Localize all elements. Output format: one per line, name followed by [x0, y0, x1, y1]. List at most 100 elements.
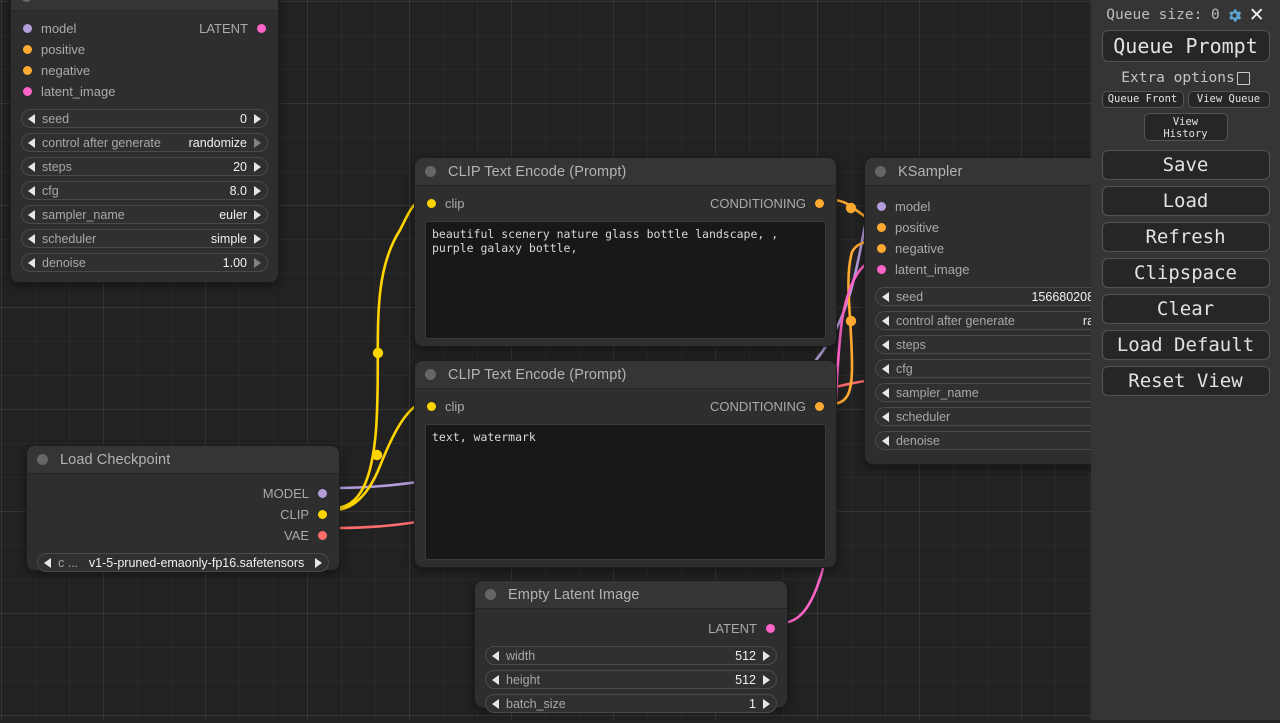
queue-front-button[interactable]: Queue Front: [1101, 91, 1184, 108]
slot-dot-icon[interactable]: [877, 264, 886, 274]
decrement-arrow-icon[interactable]: [28, 257, 35, 268]
decrement-arrow-icon[interactable]: [28, 113, 35, 124]
view-history-button[interactable]: View History: [1143, 113, 1228, 141]
output-slot-conditioning-dot-icon[interactable]: [815, 401, 824, 411]
decrement-arrow-icon[interactable]: [28, 233, 35, 244]
refresh-button[interactable]: Refresh: [1101, 222, 1270, 252]
collapse-dot-icon[interactable]: [21, 0, 32, 2]
reset-view-button[interactable]: Reset View: [1101, 366, 1270, 396]
collapse-dot-icon[interactable]: [37, 454, 48, 465]
prompt-textarea[interactable]: text, watermark: [425, 424, 826, 560]
input-slot-positive[interactable]: positive: [865, 217, 1132, 237]
slot-dot-icon[interactable]: [877, 201, 886, 211]
widget-cfg[interactable]: cfg 8.0: [21, 181, 268, 200]
input-slot-model[interactable]: model: [865, 196, 1132, 216]
decrement-arrow-icon[interactable]: [882, 291, 889, 302]
decrement-arrow-icon[interactable]: [492, 650, 499, 661]
save-button[interactable]: Save: [1101, 150, 1270, 180]
input-slot-latent-image[interactable]: latent_image: [865, 259, 1132, 279]
decrement-arrow-icon[interactable]: [44, 557, 51, 568]
slot-dot-icon[interactable]: [318, 530, 327, 540]
input-slot-positive[interactable]: positive: [11, 39, 278, 59]
node-title-bar[interactable]: Load Checkpoint: [27, 446, 339, 474]
output-slot-model[interactable]: MODEL: [27, 483, 339, 503]
widget-cfg[interactable]: cfg: [875, 359, 1122, 378]
widget-ckpt-name[interactable]: c ... v1-5-pruned-emaonly-fp16.safetenso…: [37, 553, 329, 572]
increment-arrow-icon[interactable]: [254, 161, 261, 172]
node-title-bar[interactable]: CLIP Text Encode (Prompt): [415, 158, 836, 186]
node-title-bar[interactable]: CLIP Text Encode (Prompt): [415, 361, 836, 389]
increment-arrow-icon[interactable]: [315, 557, 322, 568]
increment-arrow-icon[interactable]: [254, 137, 261, 148]
extra-options-checkbox[interactable]: [1236, 71, 1250, 85]
widget-steps[interactable]: steps: [875, 335, 1122, 354]
node-clip-text-encode-negative[interactable]: CLIP Text Encode (Prompt) clip CONDITION…: [414, 360, 837, 568]
widget-width[interactable]: width 512: [485, 646, 777, 665]
output-slot-clip[interactable]: CLIP: [27, 504, 339, 524]
widget-control-after-generate[interactable]: control after generate ran: [875, 311, 1122, 330]
decrement-arrow-icon[interactable]: [492, 698, 499, 709]
input-slot-model[interactable]: model LATENT: [11, 18, 278, 38]
node-ksampler-left[interactable]: model LATENT positive negative latent_im…: [10, 0, 279, 283]
input-slot-clip-dot-icon[interactable]: [427, 198, 436, 208]
increment-arrow-icon[interactable]: [254, 185, 261, 196]
increment-arrow-icon[interactable]: [763, 674, 770, 685]
widget-scheduler[interactable]: scheduler: [875, 407, 1122, 426]
slot-dot-icon[interactable]: [23, 65, 32, 75]
node-empty-latent-image[interactable]: Empty Latent Image LATENT width 512 heig…: [474, 580, 788, 713]
increment-arrow-icon[interactable]: [254, 257, 261, 268]
input-slot-latent-image[interactable]: latent_image: [11, 81, 278, 101]
node-load-checkpoint[interactable]: Load Checkpoint MODEL CLIP VAE c ... v1-…: [26, 445, 340, 572]
gear-icon[interactable]: [1226, 7, 1243, 24]
increment-arrow-icon[interactable]: [763, 650, 770, 661]
decrement-arrow-icon[interactable]: [28, 161, 35, 172]
increment-arrow-icon[interactable]: [254, 113, 261, 124]
widget-control-after-generate[interactable]: control after generate randomize: [21, 133, 268, 152]
increment-arrow-icon[interactable]: [254, 209, 261, 220]
node-clip-text-encode-positive[interactable]: CLIP Text Encode (Prompt) clip CONDITION…: [414, 157, 837, 347]
slot-dot-icon[interactable]: [877, 243, 886, 253]
widget-seed[interactable]: seed 1566802087: [875, 287, 1122, 306]
node-title-bar[interactable]: KSampler: [865, 158, 1132, 186]
close-icon[interactable]: ✕: [1248, 4, 1265, 26]
input-slot-negative[interactable]: negative: [11, 60, 278, 80]
decrement-arrow-icon[interactable]: [882, 315, 889, 326]
view-queue-button[interactable]: View Queue: [1187, 91, 1270, 108]
queue-prompt-button[interactable]: Queue Prompt: [1101, 30, 1270, 62]
slot-dot-icon[interactable]: [23, 23, 32, 33]
slot-dot-icon[interactable]: [23, 86, 32, 96]
clipspace-button[interactable]: Clipspace: [1101, 258, 1270, 288]
output-slot-conditioning-dot-icon[interactable]: [815, 198, 824, 208]
widget-sampler-name[interactable]: sampler_name: [875, 383, 1122, 402]
node-title-bar[interactable]: Empty Latent Image: [475, 581, 787, 609]
output-slot-latent[interactable]: LATENT: [475, 618, 787, 638]
input-slot-negative[interactable]: negative: [865, 238, 1132, 258]
widget-scheduler[interactable]: scheduler simple: [21, 229, 268, 248]
collapse-dot-icon[interactable]: [425, 166, 436, 177]
output-slot-vae[interactable]: VAE: [27, 525, 339, 545]
input-slot-clip-dot-icon[interactable]: [427, 401, 436, 411]
slot-dot-icon[interactable]: [766, 623, 775, 633]
clear-button[interactable]: Clear: [1101, 294, 1270, 324]
load-default-button[interactable]: Load Default: [1101, 330, 1270, 360]
collapse-dot-icon[interactable]: [875, 166, 886, 177]
decrement-arrow-icon[interactable]: [882, 387, 889, 398]
decrement-arrow-icon[interactable]: [882, 435, 889, 446]
increment-arrow-icon[interactable]: [763, 698, 770, 709]
widget-denoise[interactable]: denoise: [875, 431, 1122, 450]
slot-dot-icon[interactable]: [257, 23, 266, 33]
slot-dot-icon[interactable]: [23, 44, 32, 54]
decrement-arrow-icon[interactable]: [28, 209, 35, 220]
collapse-dot-icon[interactable]: [485, 589, 496, 600]
decrement-arrow-icon[interactable]: [882, 363, 889, 374]
node-title-bar[interactable]: [11, 0, 278, 11]
slot-dot-icon[interactable]: [318, 488, 327, 498]
slot-dot-icon[interactable]: [318, 509, 327, 519]
increment-arrow-icon[interactable]: [254, 233, 261, 244]
decrement-arrow-icon[interactable]: [28, 137, 35, 148]
widget-denoise[interactable]: denoise 1.00: [21, 253, 268, 272]
prompt-textarea[interactable]: beautiful scenery nature glass bottle la…: [425, 221, 826, 339]
collapse-dot-icon[interactable]: [425, 369, 436, 380]
widget-seed[interactable]: seed 0: [21, 109, 268, 128]
